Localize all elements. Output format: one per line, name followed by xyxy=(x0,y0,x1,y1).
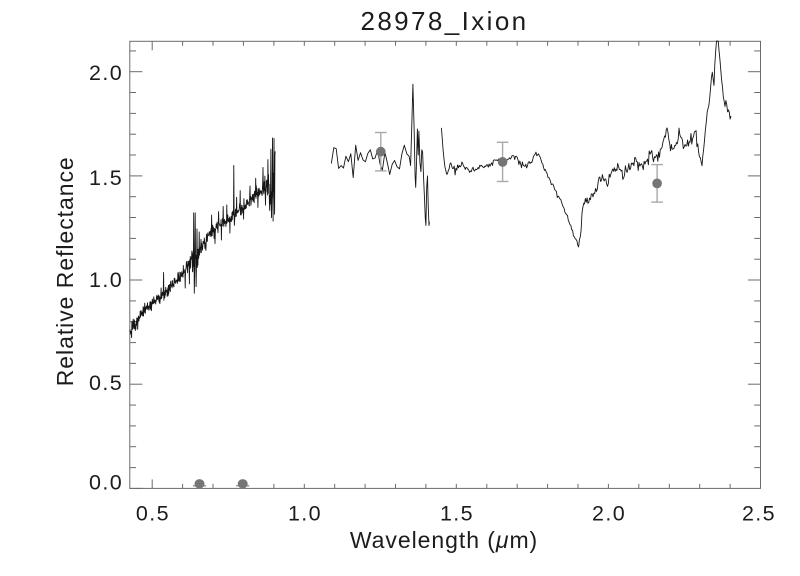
svg-text:0.0: 0.0 xyxy=(89,471,123,495)
svg-text:1.5: 1.5 xyxy=(89,166,123,190)
svg-text:2.5: 2.5 xyxy=(742,501,776,525)
svg-text:1.5: 1.5 xyxy=(440,501,474,525)
svg-text:0.5: 0.5 xyxy=(136,501,170,525)
svg-text:2.0: 2.0 xyxy=(592,501,626,525)
svg-text:0.5: 0.5 xyxy=(89,371,123,395)
svg-text:Wavelength (μm): Wavelength (μm) xyxy=(350,527,538,553)
svg-text:2.0: 2.0 xyxy=(89,61,123,85)
svg-text:1.0: 1.0 xyxy=(89,268,123,292)
svg-text:Relative Reflectance: Relative Reflectance xyxy=(52,156,78,386)
svg-text:28978_Ixion: 28978_Ixion xyxy=(360,6,528,36)
svg-text:1.0: 1.0 xyxy=(288,501,322,525)
